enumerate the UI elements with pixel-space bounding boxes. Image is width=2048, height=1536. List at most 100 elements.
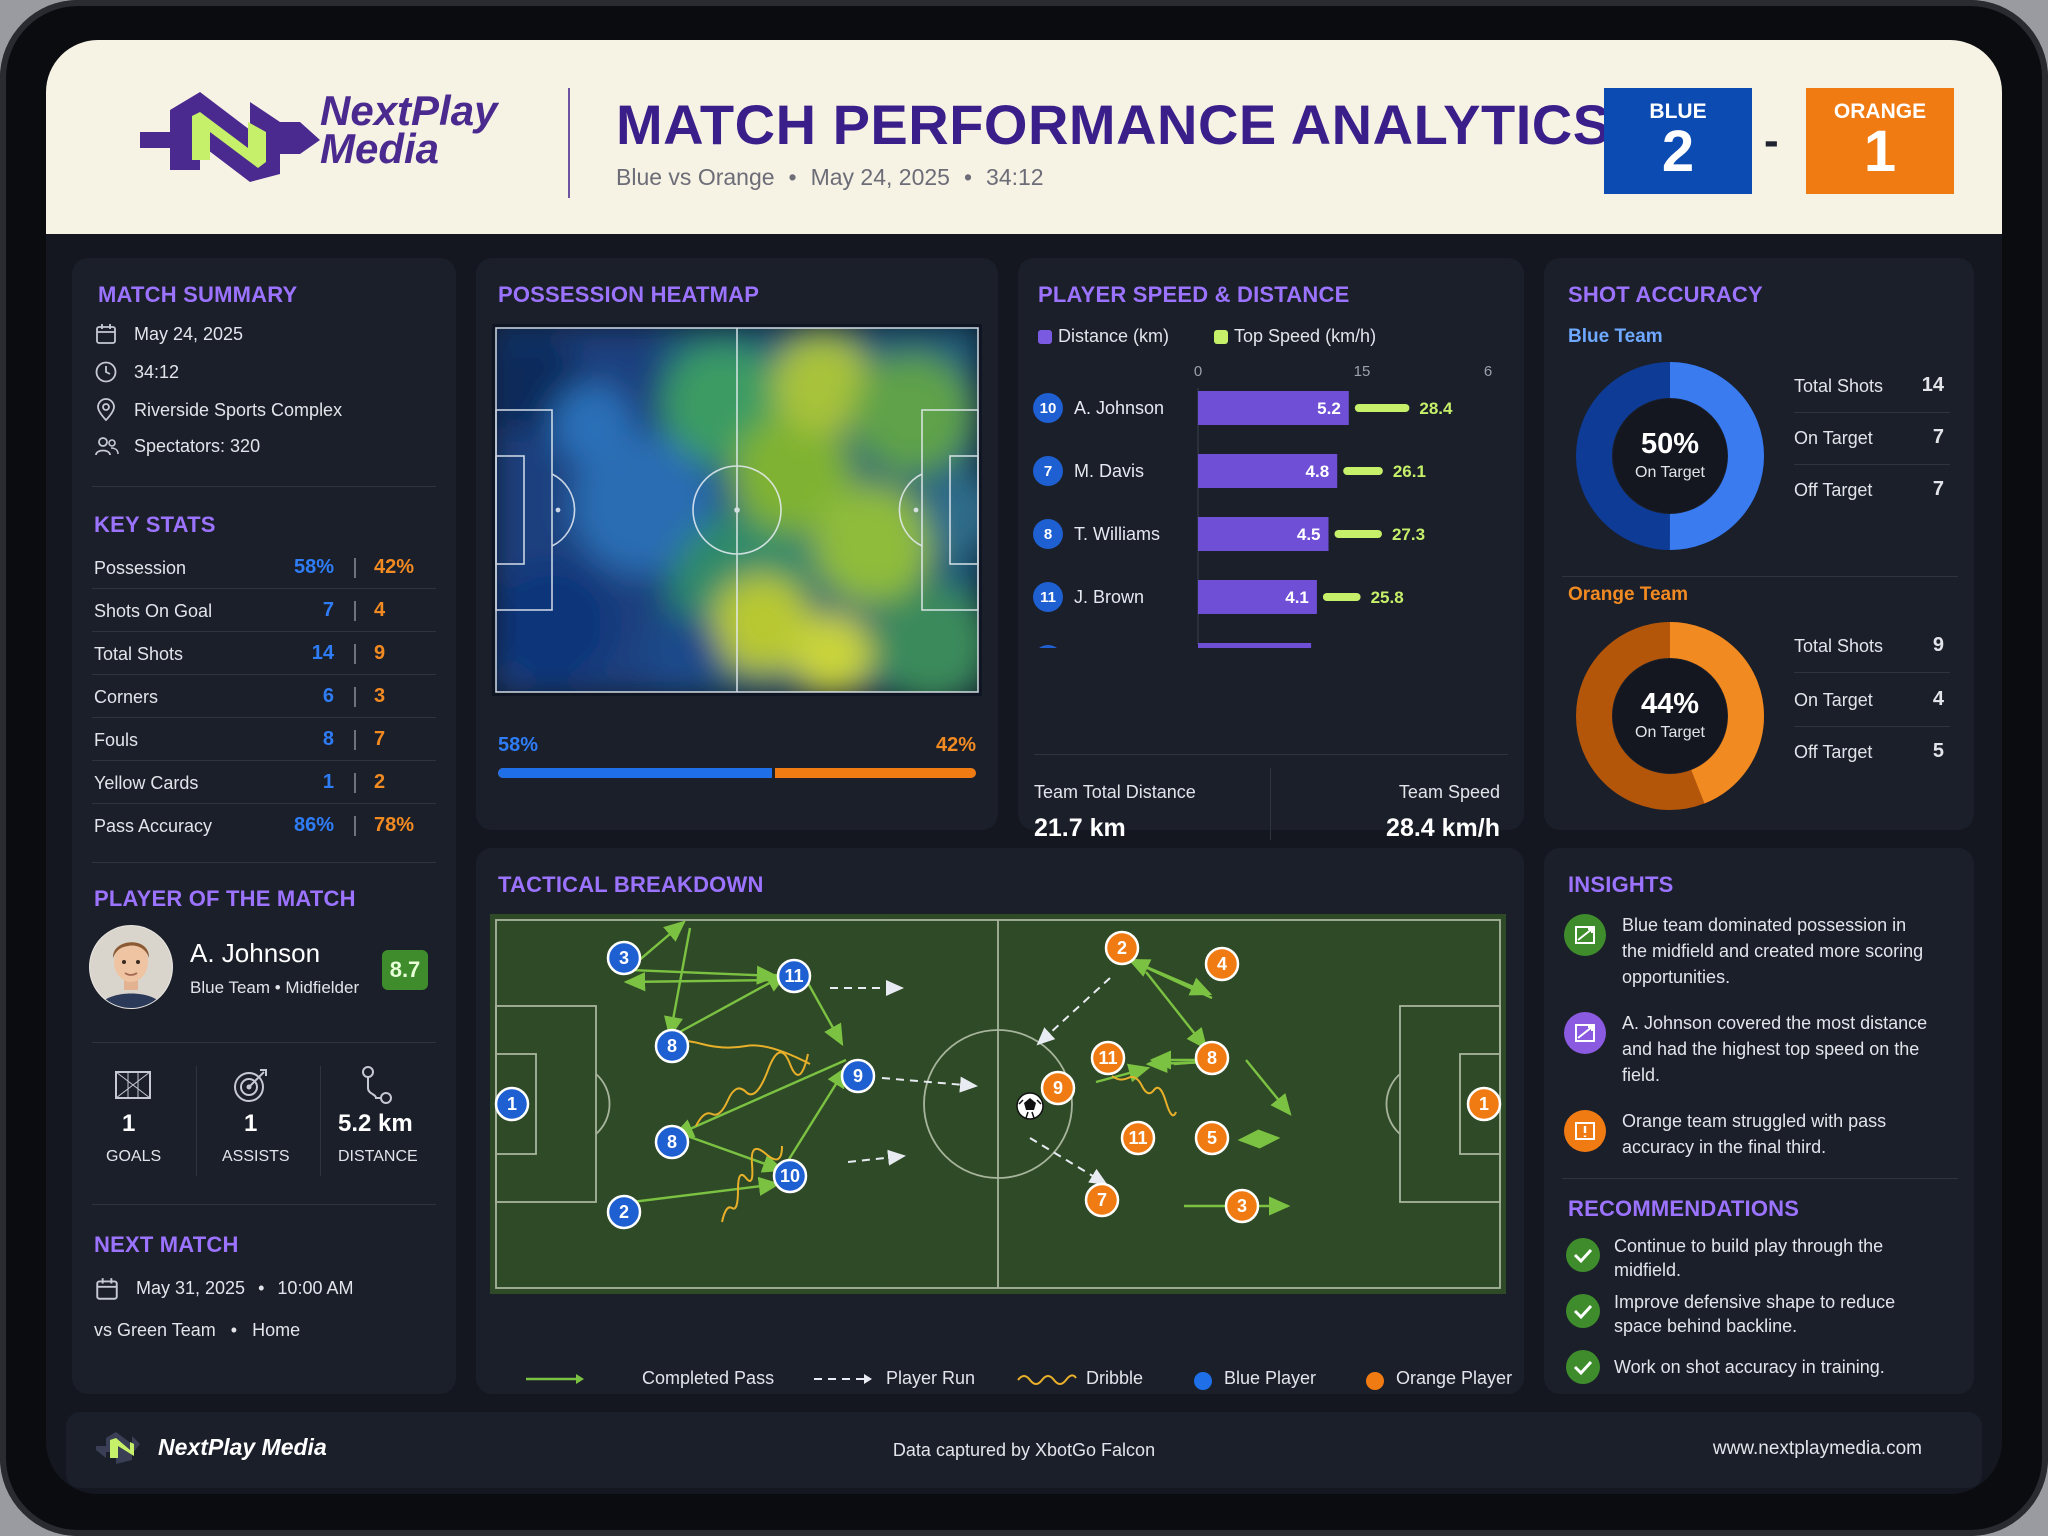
svg-text:1: 1 <box>1479 1094 1489 1114</box>
potm-distance-value: 5.2 km <box>338 1110 413 1137</box>
blue-player-8: 8 <box>654 1028 690 1064</box>
player-of-match-title: PLAYER OF THE MATCH <box>94 886 356 911</box>
svg-text:9: 9 <box>853 1066 863 1086</box>
legend-completed-pass-icon <box>526 1374 584 1384</box>
player-avatar <box>89 925 173 1009</box>
blue-player-10: 10 <box>772 1158 808 1194</box>
tactical-pitch: 1 3 11 8 9 8 10 2 2 4 11 8 9 11 5 7 3 1 <box>490 914 1506 1294</box>
potm-assists-label: ASSISTS <box>222 1148 290 1165</box>
footer-captured: Data captured by XbotGo Falcon <box>892 1440 1156 1460</box>
nextplay-logo <box>140 92 320 182</box>
orange-player-1: 1 <box>1466 1086 1502 1122</box>
key-stat-blue-value: 8 <box>322 728 334 750</box>
svg-text:8: 8 <box>1207 1048 1217 1068</box>
speed-distance-panel: PLAYER SPEED & DISTANCE Distance (km) To… <box>1018 258 1524 842</box>
orange-shot-donut <box>1576 622 1764 810</box>
speed-value: 25.8 <box>1371 588 1404 607</box>
key-stat-blue-value: 1 <box>322 771 334 793</box>
divider <box>92 1042 436 1043</box>
heatmap-orange-pct: 42% <box>935 734 976 756</box>
team-total-distance-label: Team Total Distance <box>1034 782 1196 802</box>
footer: NextPlay Media Data captured by XbotGo F… <box>66 1412 1982 1488</box>
key-stats-title: KEY STATS <box>94 512 216 537</box>
location-pin-icon <box>97 398 115 422</box>
check-icon <box>1566 1294 1600 1328</box>
header-divider <box>568 88 570 198</box>
blue-donut-pct: 50% <box>1640 428 1700 460</box>
divider <box>92 631 436 632</box>
team-speed-value: 28.4 km/h <box>1386 814 1500 842</box>
blue-off-target-value: 7 <box>1932 478 1944 500</box>
axis-tick-label: 6 <box>1484 363 1492 380</box>
svg-text:7: 7 <box>1097 1190 1107 1210</box>
team-total-distance-value: 21.7 km <box>1034 814 1126 842</box>
orange-donut-sub: On Target <box>1635 724 1705 741</box>
svg-text:1: 1 <box>507 1094 517 1114</box>
blue-player-11: 11 <box>776 958 812 994</box>
speed-distance-title: PLAYER SPEED & DISTANCE <box>1038 282 1350 307</box>
player-number-badge <box>1033 456 1063 486</box>
distance-bar <box>1198 643 1312 648</box>
key-stat-blue-value: 7 <box>322 599 334 621</box>
speed-value: 28.4 <box>1419 399 1453 418</box>
footer-url[interactable]: www.nextplaymedia.com <box>1712 1438 1922 1459</box>
legend-blue-player-dot <box>1194 1372 1212 1390</box>
key-stat-orange-value: 2 <box>374 771 386 793</box>
score-orange: ORANGE 1 <box>1806 88 1954 194</box>
speed-bar <box>1334 530 1382 538</box>
potm-rating-badge: 8.7 <box>382 950 428 990</box>
divider-vertical <box>196 1066 197 1176</box>
key-stat-separator <box>354 558 356 578</box>
player-number: 11 <box>1040 589 1056 606</box>
key-stat-orange-value: 78% <box>374 814 415 836</box>
check-icon <box>1566 1238 1600 1272</box>
people-icon <box>95 437 119 456</box>
svg-text:11: 11 <box>1098 1048 1117 1068</box>
key-stat-separator <box>354 644 356 664</box>
donut-on-target-arc <box>1576 622 1764 810</box>
divider <box>92 862 436 863</box>
distance-bar <box>1198 391 1349 425</box>
divider <box>92 486 436 487</box>
potm-name: A. Johnson <box>190 938 321 968</box>
key-stat-label: Pass Accuracy <box>94 816 213 836</box>
orange-player-11: 11 <box>1090 1040 1126 1076</box>
divider <box>92 1204 436 1205</box>
axis-tick-label: 0 <box>1194 363 1202 380</box>
donut-on-target-arc <box>1576 362 1764 550</box>
insights-title: INSIGHTS <box>1568 872 1674 897</box>
svg-text:11: 11 <box>1128 1128 1147 1148</box>
heatmap-title: POSSESSION HEATMAP <box>498 282 760 307</box>
footer-brand: NextPlay Media <box>158 1434 327 1460</box>
divider <box>1034 754 1508 755</box>
axis-tick-label: 15 <box>1354 363 1371 380</box>
insight-2: A. Johnson covered the most distance and… <box>1622 1013 1928 1085</box>
potm-team-role: Blue Team • Midfielder <box>190 978 360 997</box>
blue-shot-donut <box>1576 362 1764 550</box>
distance-bar <box>1198 517 1329 551</box>
header: NextPlay Media MATCH PERFORMANCE ANALYTI… <box>46 40 2002 234</box>
calendar-icon <box>96 1278 118 1300</box>
key-stat-blue-value: 14 <box>311 642 334 664</box>
player-number-badge <box>1033 393 1063 423</box>
key-stat-separator <box>354 816 356 836</box>
divider <box>1794 412 1950 413</box>
player-number: 8 <box>1044 526 1052 543</box>
summary-time: 34:12 <box>134 362 180 382</box>
donut-center <box>1613 399 1727 513</box>
legend-dribble-icon <box>1017 1374 1077 1385</box>
legend-orange-player: Orange Player <box>1396 1368 1513 1388</box>
legend-dribble: Dribble <box>1086 1368 1144 1388</box>
divider <box>92 588 436 589</box>
svg-text:3: 3 <box>1237 1196 1247 1216</box>
key-stat-orange-value: 3 <box>374 685 386 707</box>
legend-distance-label: Distance (km) <box>1058 326 1170 346</box>
match-subtitle: Blue vs Orange • May 24, 2025 • 34:12 <box>616 164 1044 190</box>
speed-bar <box>1322 593 1361 601</box>
legend-blue-player: Blue Player <box>1224 1368 1317 1388</box>
key-stat-label: Yellow Cards <box>94 773 199 793</box>
dashboard-screen: NextPlay Media MATCH PERFORMANCE ANALYTI… <box>46 40 2002 1494</box>
key-stat-blue-value: 58% <box>293 556 334 578</box>
player-number-badge <box>1039 645 1057 648</box>
